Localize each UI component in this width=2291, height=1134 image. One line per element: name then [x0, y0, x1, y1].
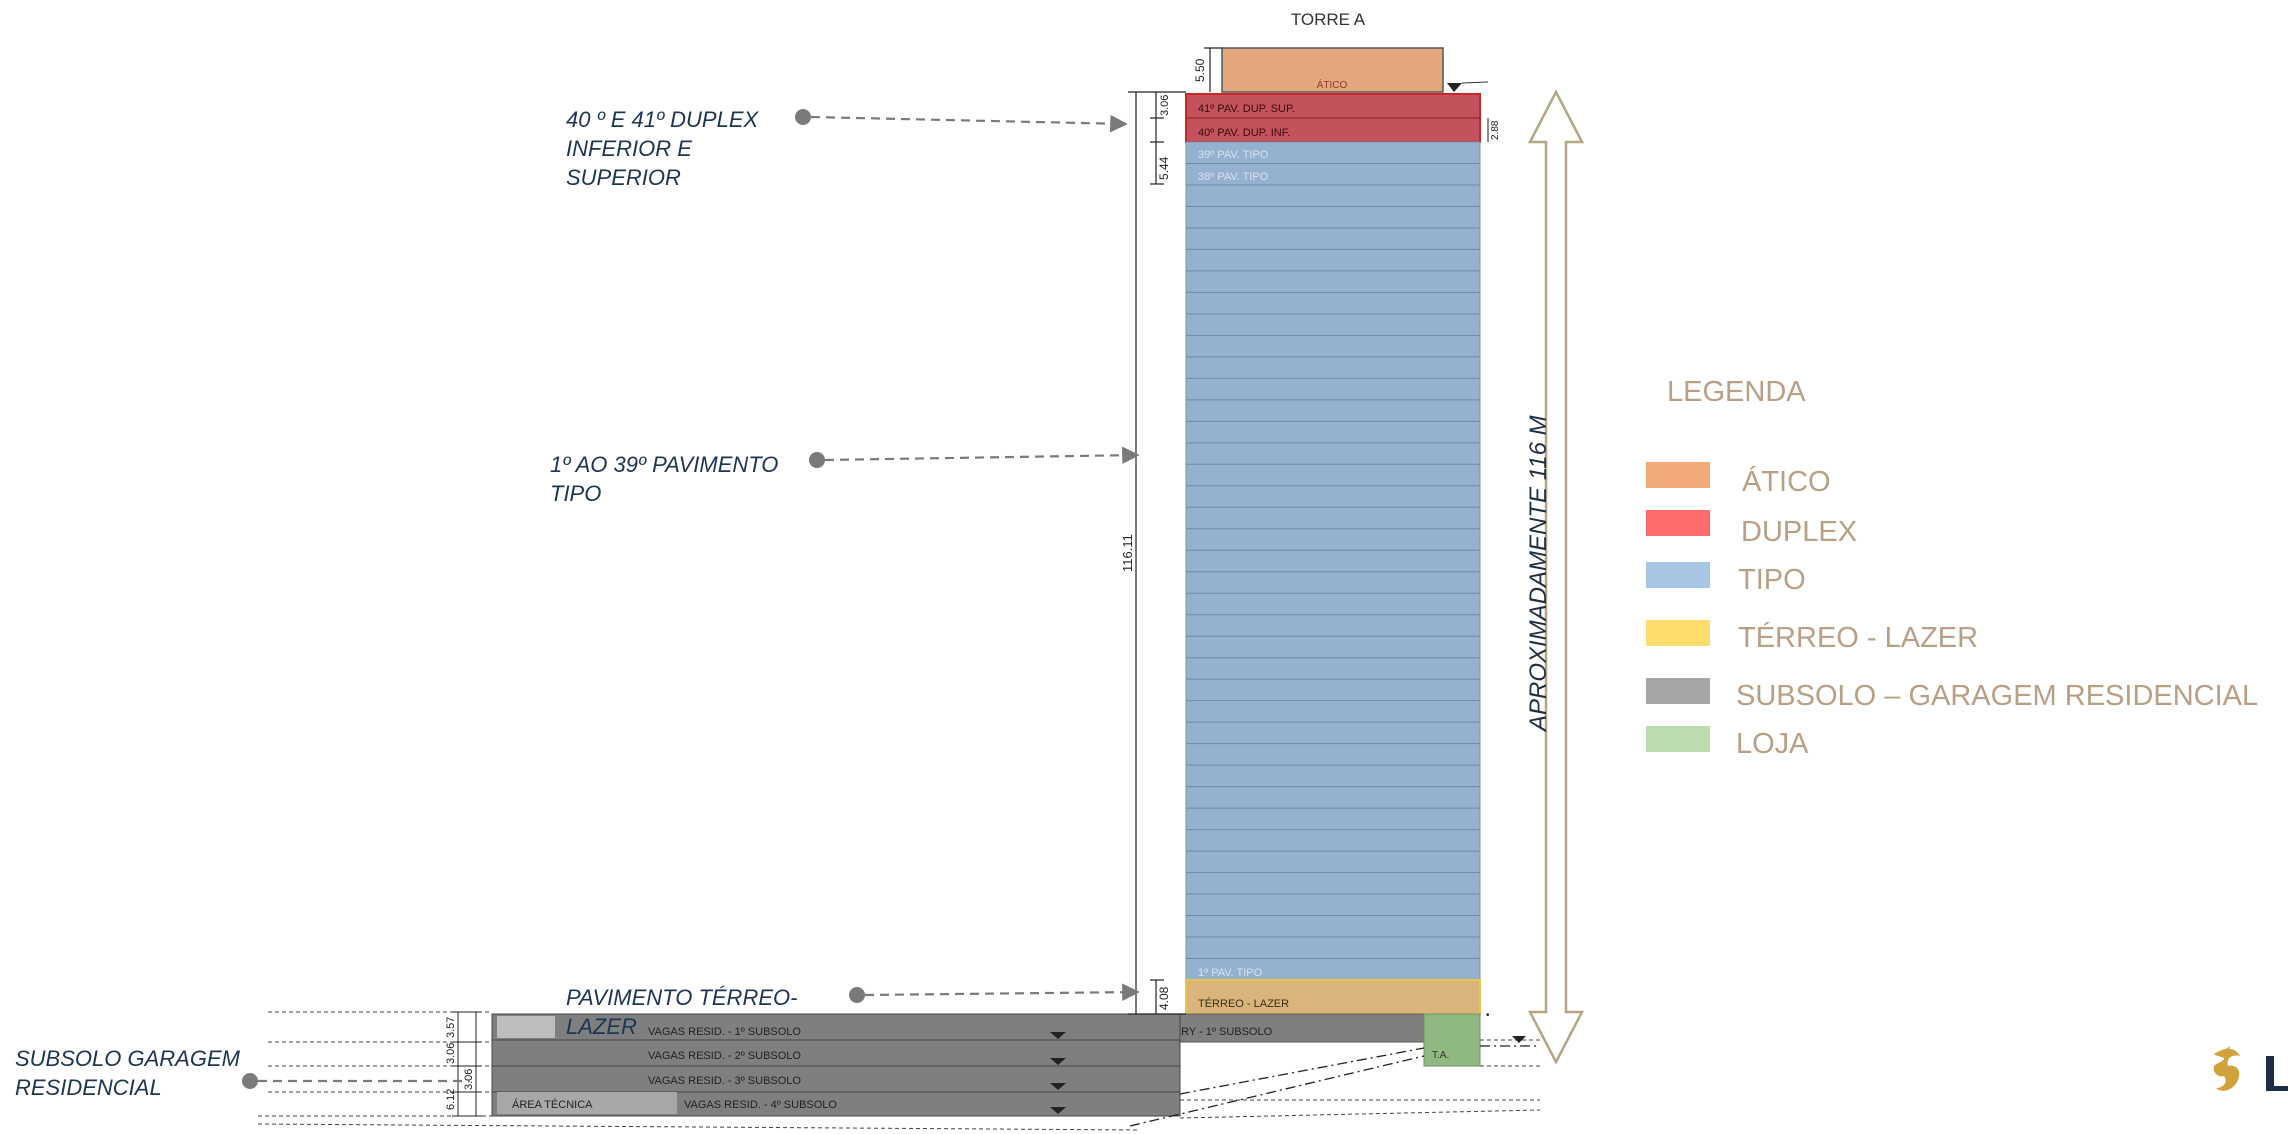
legend-swatch-loja: [1646, 726, 1710, 752]
height-double-arrow: [1527, 89, 1585, 1065]
floor-41-label: 41º PAV. DUP. SUP.: [1198, 103, 1295, 115]
legend-title: LEGENDA: [1667, 376, 1806, 408]
legend-label-atico: ÁTICO: [1742, 466, 1831, 498]
callout-terreo-line-1: PAVIMENTO TÉRREO-: [566, 985, 798, 1010]
dim-basement-c: 3.06: [463, 1069, 475, 1090]
dim-atico: 5.50: [1193, 58, 1207, 82]
callout-duplex-line-2: INFERIOR E: [566, 136, 692, 161]
callout-terreo-line-2: LAZER: [566, 1014, 637, 1039]
height-dimension: [1128, 47, 1222, 1015]
legend-swatch-duplex: [1646, 510, 1710, 536]
callout-leaders: [242, 109, 1140, 1089]
basement-dash-dot-lines: [1129, 1045, 1540, 1127]
dim-duplex: 3.06: [1159, 95, 1171, 116]
basement: VAGAS RESID. - 1º SUBSOLO VAGAS RESID. -…: [491, 1013, 1181, 1117]
basement-guide-lines: [257, 1011, 1541, 1131]
tower-title: TORRE A: [1291, 10, 1366, 29]
callout-duplex: 40 º E 41º DUPLEX INFERIOR E SUPERIOR: [566, 105, 758, 192]
dim-terreo: 4.08: [1157, 986, 1171, 1010]
brand-logo-icon: [2213, 1046, 2288, 1091]
legend-item-duplex: DUPLEX: [1646, 510, 2286, 548]
arrow-base-mark: •: [1486, 1010, 1490, 1021]
legend-label-terreo: TÉRREO - LAZER: [1738, 622, 1979, 654]
basement-1-label: VAGAS RESID. - 1º SUBSOLO: [648, 1026, 801, 1038]
floor-38-label: 38º PAV. TIPO: [1198, 171, 1269, 183]
legend-swatch-terreo: [1646, 620, 1710, 646]
tipo-floor-lines: [1186, 162, 1480, 960]
callout-terreo: PAVIMENTO TÉRREO- LAZER: [566, 983, 797, 1041]
legend-swatch-subsolo: [1646, 678, 1710, 704]
floor-39-label: 39º PAV. TIPO: [1198, 149, 1269, 161]
technical-area-label: ÁREA TÉCNICA: [512, 1098, 593, 1111]
callout-duplex-line-1: 40 º E 41º DUPLEX: [566, 107, 759, 132]
atico-block: [1221, 47, 1444, 93]
loja-block: [1423, 1013, 1481, 1067]
callout-duplex-line-3: SUPERIOR: [566, 165, 681, 190]
callout-tipo-line-1: 1º AO 39º PAVIMENTO: [550, 452, 779, 477]
callout-tipo-line-2: TIPO: [550, 481, 602, 506]
dim-total: 116.11: [1120, 534, 1135, 572]
atico-level-marker: [1447, 83, 1462, 92]
basement-3-label: VAGAS RESID. - 3º SUBSOLO: [648, 1075, 801, 1087]
legend-item-tipo: TIPO: [1646, 562, 2286, 598]
basement-4-label: VAGAS RESID. - 4º SUBSOLO: [684, 1099, 837, 1111]
terreo-block: [1185, 979, 1481, 1015]
legend-item-atico: ÁTICO: [1646, 460, 2286, 498]
legend-label-tipo: TIPO: [1738, 564, 1806, 596]
loja-label: T.A.: [1432, 1050, 1449, 1061]
floor-1-label: 1º PAV. TIPO: [1198, 967, 1263, 979]
legend-label-subsolo: SUBSOLO – GARAGEM RESIDENCIAL: [1736, 680, 2259, 712]
terreo-label: TÉRREO - LAZER: [1198, 997, 1289, 1010]
height-label: APROXIMADAMENTE 116 M: [1525, 415, 1552, 733]
legend-swatch-tipo: [1646, 562, 1710, 588]
callout-subsolo: SUBSOLO GARAGEM RESIDENCIAL: [15, 1044, 240, 1102]
legend-label-duplex: DUPLEX: [1741, 516, 1858, 548]
legend-label-loja: LOJA: [1736, 728, 1809, 760]
atico-label: ÁTICO: [1317, 78, 1348, 91]
callout-tipo: 1º AO 39º PAVIMENTO TIPO: [550, 450, 778, 508]
dim-tipo-top: 5.44: [1157, 156, 1171, 180]
basement-dimension: [452, 1011, 482, 1117]
tipo-block: [1185, 141, 1481, 981]
legend-item-terreo: TÉRREO - LAZER: [1646, 620, 2286, 656]
dim-right-top: 2.88: [1490, 120, 1501, 140]
callout-subsolo-line-1: SUBSOLO GARAGEM: [15, 1046, 240, 1071]
floor-40-label: 40º PAV. DUP. INF.: [1198, 127, 1290, 139]
legend-item-loja: LOJA: [1646, 726, 2286, 762]
legend-swatch-atico: [1646, 462, 1710, 488]
dim-basement-b: 3.06: [445, 1043, 457, 1064]
dim-basement-a: 3.57: [445, 1017, 457, 1038]
callout-subsolo-line-2: RESIDENCIAL: [15, 1075, 162, 1100]
legend-item-subsolo: SUBSOLO – GARAGEM RESIDENCIAL: [1646, 678, 2286, 714]
delivery-block: [1133, 1013, 1425, 1043]
basement-2-label: VAGAS RESID. - 2º SUBSOLO: [648, 1050, 801, 1062]
dim-basement-total: 6.12: [445, 1089, 457, 1110]
